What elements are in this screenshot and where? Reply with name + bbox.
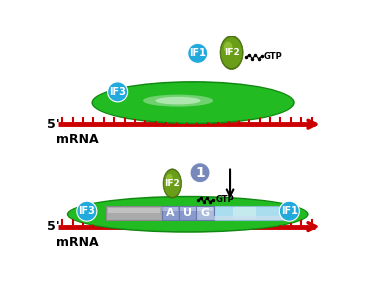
Circle shape bbox=[279, 201, 299, 221]
Text: IF1: IF1 bbox=[189, 48, 206, 58]
Text: G: G bbox=[201, 208, 210, 218]
Ellipse shape bbox=[220, 36, 243, 69]
FancyBboxPatch shape bbox=[214, 206, 291, 220]
Text: 1: 1 bbox=[195, 166, 205, 180]
Text: U: U bbox=[183, 208, 192, 218]
FancyBboxPatch shape bbox=[180, 207, 196, 211]
Ellipse shape bbox=[67, 196, 309, 233]
Text: mRNA: mRNA bbox=[56, 133, 99, 146]
Text: IF1: IF1 bbox=[281, 206, 298, 216]
Ellipse shape bbox=[224, 42, 233, 53]
Circle shape bbox=[108, 82, 128, 102]
Ellipse shape bbox=[164, 170, 181, 197]
Text: IF3: IF3 bbox=[79, 206, 95, 216]
FancyBboxPatch shape bbox=[162, 207, 178, 211]
Ellipse shape bbox=[93, 83, 293, 123]
Circle shape bbox=[188, 43, 208, 63]
FancyBboxPatch shape bbox=[196, 206, 214, 220]
Ellipse shape bbox=[156, 97, 201, 105]
Text: IF2: IF2 bbox=[164, 179, 180, 188]
Ellipse shape bbox=[163, 169, 182, 198]
FancyBboxPatch shape bbox=[233, 207, 256, 219]
FancyBboxPatch shape bbox=[108, 208, 160, 213]
Circle shape bbox=[77, 201, 97, 221]
Text: GTP: GTP bbox=[264, 52, 283, 61]
FancyBboxPatch shape bbox=[161, 206, 179, 220]
Ellipse shape bbox=[143, 95, 213, 107]
Text: 5': 5' bbox=[47, 118, 59, 131]
Ellipse shape bbox=[91, 81, 295, 124]
Text: A: A bbox=[166, 208, 175, 218]
FancyBboxPatch shape bbox=[214, 216, 291, 220]
Text: IF3: IF3 bbox=[109, 87, 126, 97]
Text: 5': 5' bbox=[47, 220, 59, 233]
Text: mRNA: mRNA bbox=[56, 236, 99, 249]
Circle shape bbox=[190, 163, 210, 183]
Ellipse shape bbox=[166, 174, 173, 184]
Text: GTP: GTP bbox=[215, 195, 234, 204]
FancyBboxPatch shape bbox=[106, 206, 161, 220]
Ellipse shape bbox=[221, 37, 242, 68]
FancyBboxPatch shape bbox=[179, 206, 196, 220]
Ellipse shape bbox=[68, 197, 307, 231]
Text: IF2: IF2 bbox=[224, 48, 239, 57]
FancyBboxPatch shape bbox=[197, 207, 213, 211]
